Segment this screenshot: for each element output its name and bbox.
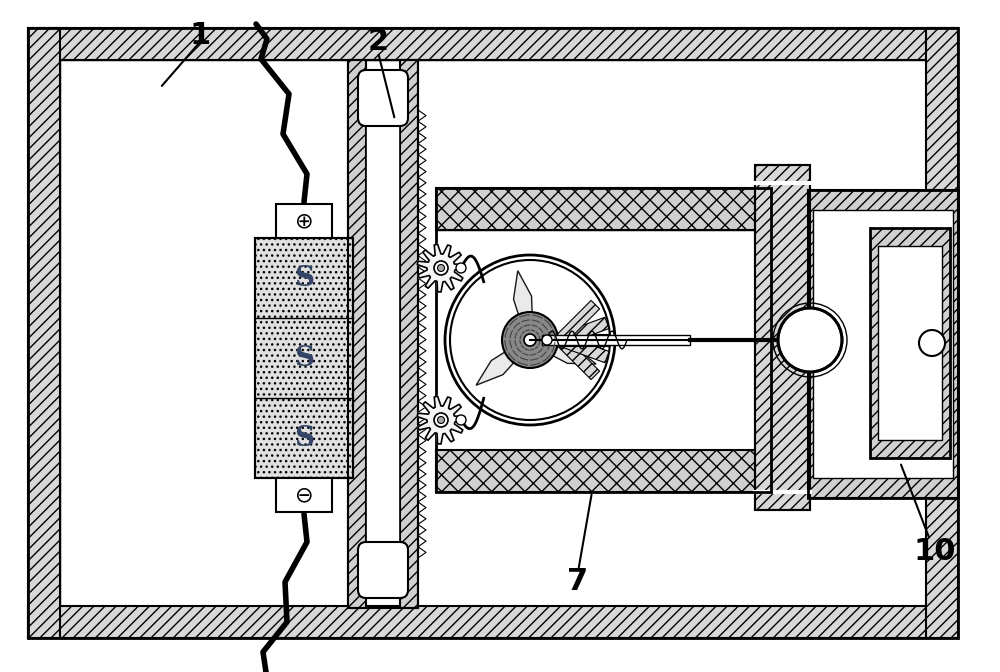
Bar — [276, 204, 332, 238]
Text: 1: 1 — [189, 21, 211, 50]
Bar — [436, 188, 771, 230]
Circle shape — [434, 261, 448, 275]
Bar — [436, 230, 771, 450]
Bar — [755, 165, 810, 510]
FancyBboxPatch shape — [358, 70, 408, 126]
Circle shape — [456, 415, 466, 425]
Bar — [28, 28, 958, 60]
Bar — [542, 335, 690, 345]
Polygon shape — [417, 396, 465, 444]
Bar — [28, 606, 958, 638]
Bar — [255, 238, 353, 478]
Circle shape — [524, 334, 536, 346]
Polygon shape — [558, 317, 609, 345]
Polygon shape — [544, 341, 596, 364]
Circle shape — [919, 330, 945, 356]
Bar — [255, 238, 353, 478]
Bar — [400, 60, 418, 608]
Text: 10: 10 — [914, 538, 956, 566]
Text: S: S — [294, 425, 314, 452]
Bar — [808, 190, 958, 498]
Circle shape — [542, 335, 552, 345]
Bar — [870, 228, 950, 458]
FancyBboxPatch shape — [358, 542, 408, 598]
Text: 7: 7 — [567, 567, 589, 597]
Bar — [926, 28, 958, 638]
Text: S: S — [294, 265, 314, 292]
Polygon shape — [556, 336, 600, 380]
Circle shape — [450, 260, 610, 420]
Polygon shape — [514, 271, 533, 324]
Polygon shape — [476, 347, 520, 385]
Bar — [808, 190, 958, 498]
Text: ⊕: ⊕ — [295, 211, 313, 231]
Text: 2: 2 — [367, 28, 389, 56]
Bar — [436, 188, 771, 492]
Circle shape — [778, 308, 842, 372]
Bar — [276, 478, 332, 512]
Bar — [28, 28, 60, 638]
Polygon shape — [560, 334, 610, 346]
Text: ⊖: ⊖ — [295, 485, 313, 505]
Circle shape — [438, 417, 444, 423]
Circle shape — [502, 312, 558, 368]
Bar — [366, 78, 400, 590]
Text: S: S — [294, 345, 314, 372]
Bar — [878, 246, 942, 440]
Circle shape — [438, 265, 444, 271]
Bar — [348, 60, 366, 608]
Wedge shape — [778, 308, 810, 372]
Bar — [755, 165, 810, 510]
Circle shape — [456, 263, 466, 273]
Bar — [436, 450, 771, 492]
Bar — [60, 60, 926, 606]
Polygon shape — [556, 300, 600, 344]
Polygon shape — [558, 335, 609, 363]
Bar — [348, 60, 418, 608]
Polygon shape — [417, 244, 465, 292]
Bar — [813, 210, 953, 478]
Circle shape — [434, 413, 448, 427]
